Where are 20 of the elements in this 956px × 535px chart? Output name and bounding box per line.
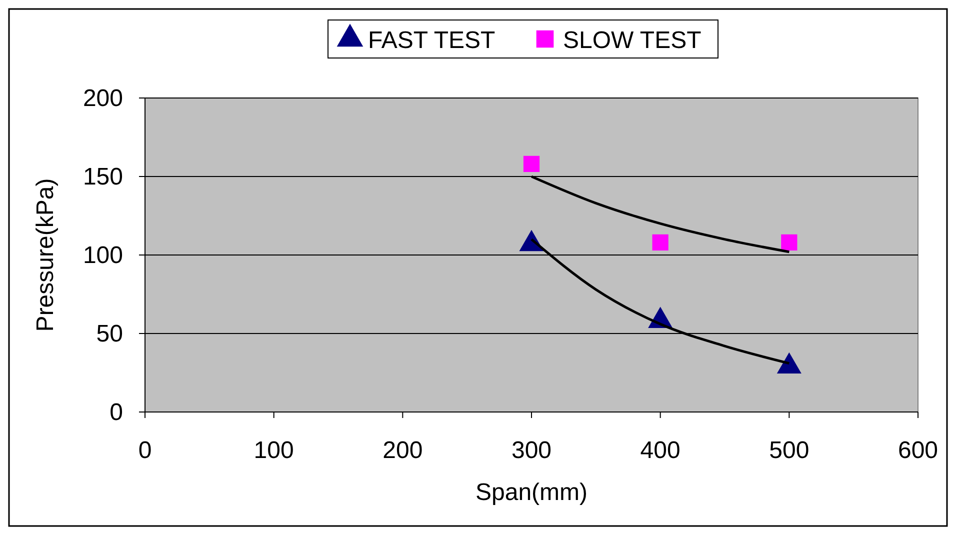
point: [781, 234, 798, 251]
x-tick-label: 200: [382, 437, 423, 464]
y-tick-label: 50: [96, 320, 123, 348]
y-tick-label: 0: [110, 399, 123, 426]
y-tick-label: 100: [82, 242, 123, 269]
legend-label: SLOW TEST: [563, 27, 702, 54]
y-tick-label: 200: [82, 85, 123, 112]
x-tick-label: 500: [769, 437, 810, 464]
x-tick-label: 0: [138, 437, 152, 464]
x-tick-label: 300: [511, 437, 552, 464]
x-tick-label: 400: [640, 437, 680, 464]
point: [523, 156, 540, 172]
y-tick-label: 150: [82, 164, 123, 190]
point: [652, 234, 668, 251]
legend-label: FAST TEST: [368, 27, 496, 54]
y-axis-title: Pressure(kPa): [32, 178, 59, 332]
x-tick-label: 100: [254, 437, 294, 464]
x-axis-title: Span(mm): [475, 479, 588, 506]
point: [776, 352, 802, 374]
x-tick-label: 600: [898, 437, 938, 464]
